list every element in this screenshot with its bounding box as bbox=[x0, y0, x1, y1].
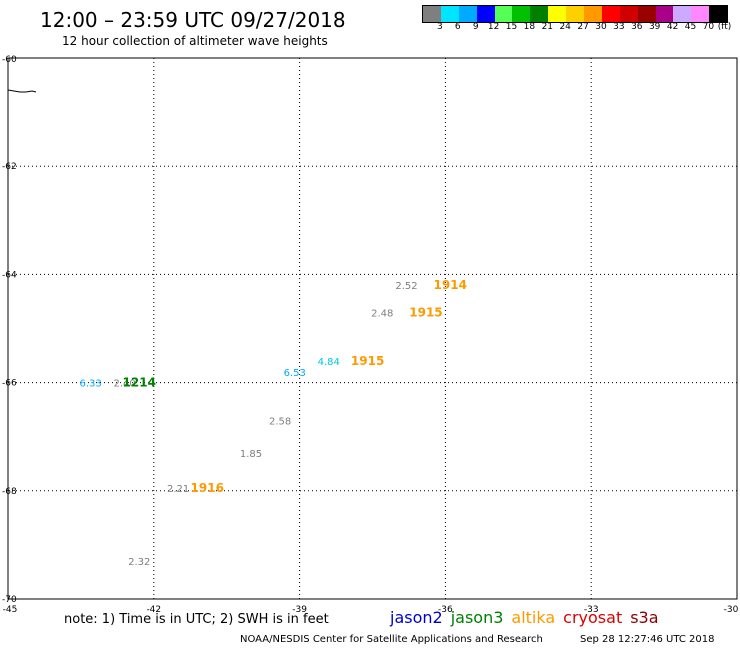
color-swatch bbox=[512, 6, 531, 22]
color-swatch bbox=[476, 6, 495, 22]
longitude-tick-label: -45 bbox=[3, 605, 18, 615]
pass-time-label: 1915 bbox=[351, 354, 384, 368]
map-frame bbox=[7, 57, 738, 600]
color-scale-bar bbox=[422, 5, 729, 23]
wave-height-label: 6.33 bbox=[79, 379, 101, 390]
color-scale-tick: 36 bbox=[631, 22, 643, 32]
pass-time-label: 1214 bbox=[123, 376, 156, 390]
color-swatch bbox=[601, 6, 620, 22]
legend-s3a: s3a bbox=[630, 608, 659, 627]
longitude-tick-label: -30 bbox=[724, 605, 739, 615]
pass-time-label: 1916 bbox=[191, 481, 224, 495]
graticule bbox=[8, 58, 737, 599]
color-scale-tick: 42 bbox=[666, 22, 679, 32]
color-scale-tick: 21 bbox=[541, 22, 554, 32]
longitude-tick-label: -39 bbox=[292, 605, 307, 615]
longitude-tick-label: -36 bbox=[438, 605, 453, 615]
color-scale-tick: 24 bbox=[559, 22, 571, 32]
legend-jason3: jason3 bbox=[450, 608, 504, 627]
color-swatch bbox=[440, 6, 459, 22]
latitude-tick-label: -64 bbox=[2, 270, 17, 280]
color-swatch bbox=[423, 6, 441, 22]
color-scale-tick: 70 bbox=[702, 22, 715, 32]
color-scale-tick: 27 bbox=[577, 22, 589, 32]
color-swatch bbox=[584, 6, 602, 22]
coastline-fragment bbox=[7, 89, 37, 93]
longitude-tick-label: -42 bbox=[146, 605, 161, 615]
satellite-legend: jason2 jason3 altika cryosat s3a bbox=[390, 608, 667, 627]
longitude-tick-label: -33 bbox=[584, 605, 599, 615]
color-swatch bbox=[619, 6, 638, 22]
color-scale-tick: 9 bbox=[472, 22, 479, 32]
color-swatch bbox=[458, 6, 477, 22]
color-scale-unit: (ft) bbox=[717, 22, 732, 32]
color-scale-tick: 3 bbox=[437, 22, 443, 32]
generated-timestamp: Sep 28 12:27:46 UTC 2018 bbox=[580, 634, 715, 645]
legend-altika: altika bbox=[511, 608, 556, 627]
color-scale-tick: 33 bbox=[613, 22, 625, 32]
color-scale-tick: 39 bbox=[648, 22, 661, 32]
legend-jason2: jason2 bbox=[390, 608, 443, 627]
units-note: note: 1) Time is in UTC; 2) SWH is in fe… bbox=[64, 612, 329, 627]
map-subtitle: 12 hour collection of altimeter wave hei… bbox=[62, 34, 328, 48]
latitude-tick-label: -70 bbox=[2, 595, 17, 605]
axis-ticks: -45 -42 -39 -36 -33 -30 -60 -62 -64 -66 -68 -70 bbox=[2, 55, 739, 615]
latitude-tick-label: -68 bbox=[2, 487, 17, 497]
color-swatch bbox=[709, 6, 728, 22]
latitude-tick-label: -62 bbox=[2, 162, 17, 172]
wave-height-label: 2.48 bbox=[371, 308, 393, 319]
wave-height-label: 2.58 bbox=[269, 416, 291, 427]
color-scale-tick: 12 bbox=[487, 22, 500, 32]
latitude-tick-label: -60 bbox=[2, 55, 17, 65]
wave-height-label: 6.53 bbox=[284, 368, 306, 379]
color-scale-tick: 15 bbox=[505, 22, 518, 32]
credit-line: NOAA/NESDIS Center for Satellite Applica… bbox=[240, 634, 543, 645]
color-scale-tick: 6 bbox=[454, 22, 461, 32]
wave-height-label: 2.32 bbox=[128, 557, 150, 568]
wave-height-label: 4.84 bbox=[318, 357, 340, 368]
pass-time-label: 1914 bbox=[434, 278, 467, 292]
wave-height-label: 2.21 bbox=[167, 484, 189, 495]
color-swatch bbox=[673, 6, 692, 22]
color-swatch bbox=[691, 6, 710, 22]
color-swatch bbox=[530, 6, 549, 22]
color-swatch bbox=[494, 6, 513, 22]
wave-height-label: 2.52 bbox=[395, 281, 417, 292]
color-swatch bbox=[655, 6, 674, 22]
color-swatch bbox=[566, 6, 585, 22]
color-scale-tick: 30 bbox=[595, 22, 607, 32]
legend-cryosat: cryosat bbox=[563, 608, 623, 627]
color-scale-labels: 3 6 9 12 15 18 21 24 27 30 33 36 39 42 45 70 (ft) bbox=[422, 22, 740, 34]
color-scale-tick: 45 bbox=[684, 22, 697, 32]
pass-time-label: 1915 bbox=[409, 305, 442, 319]
color-swatch bbox=[548, 6, 567, 22]
wave-height-label: 2.40 bbox=[114, 379, 136, 390]
wave-height-label: 1.85 bbox=[240, 449, 262, 460]
map-title: 12:00 – 23:59 UTC 09/27/2018 bbox=[40, 8, 346, 32]
color-swatch bbox=[637, 6, 656, 22]
color-scale-tick: 18 bbox=[523, 22, 536, 32]
latitude-tick-label: -66 bbox=[2, 379, 17, 389]
